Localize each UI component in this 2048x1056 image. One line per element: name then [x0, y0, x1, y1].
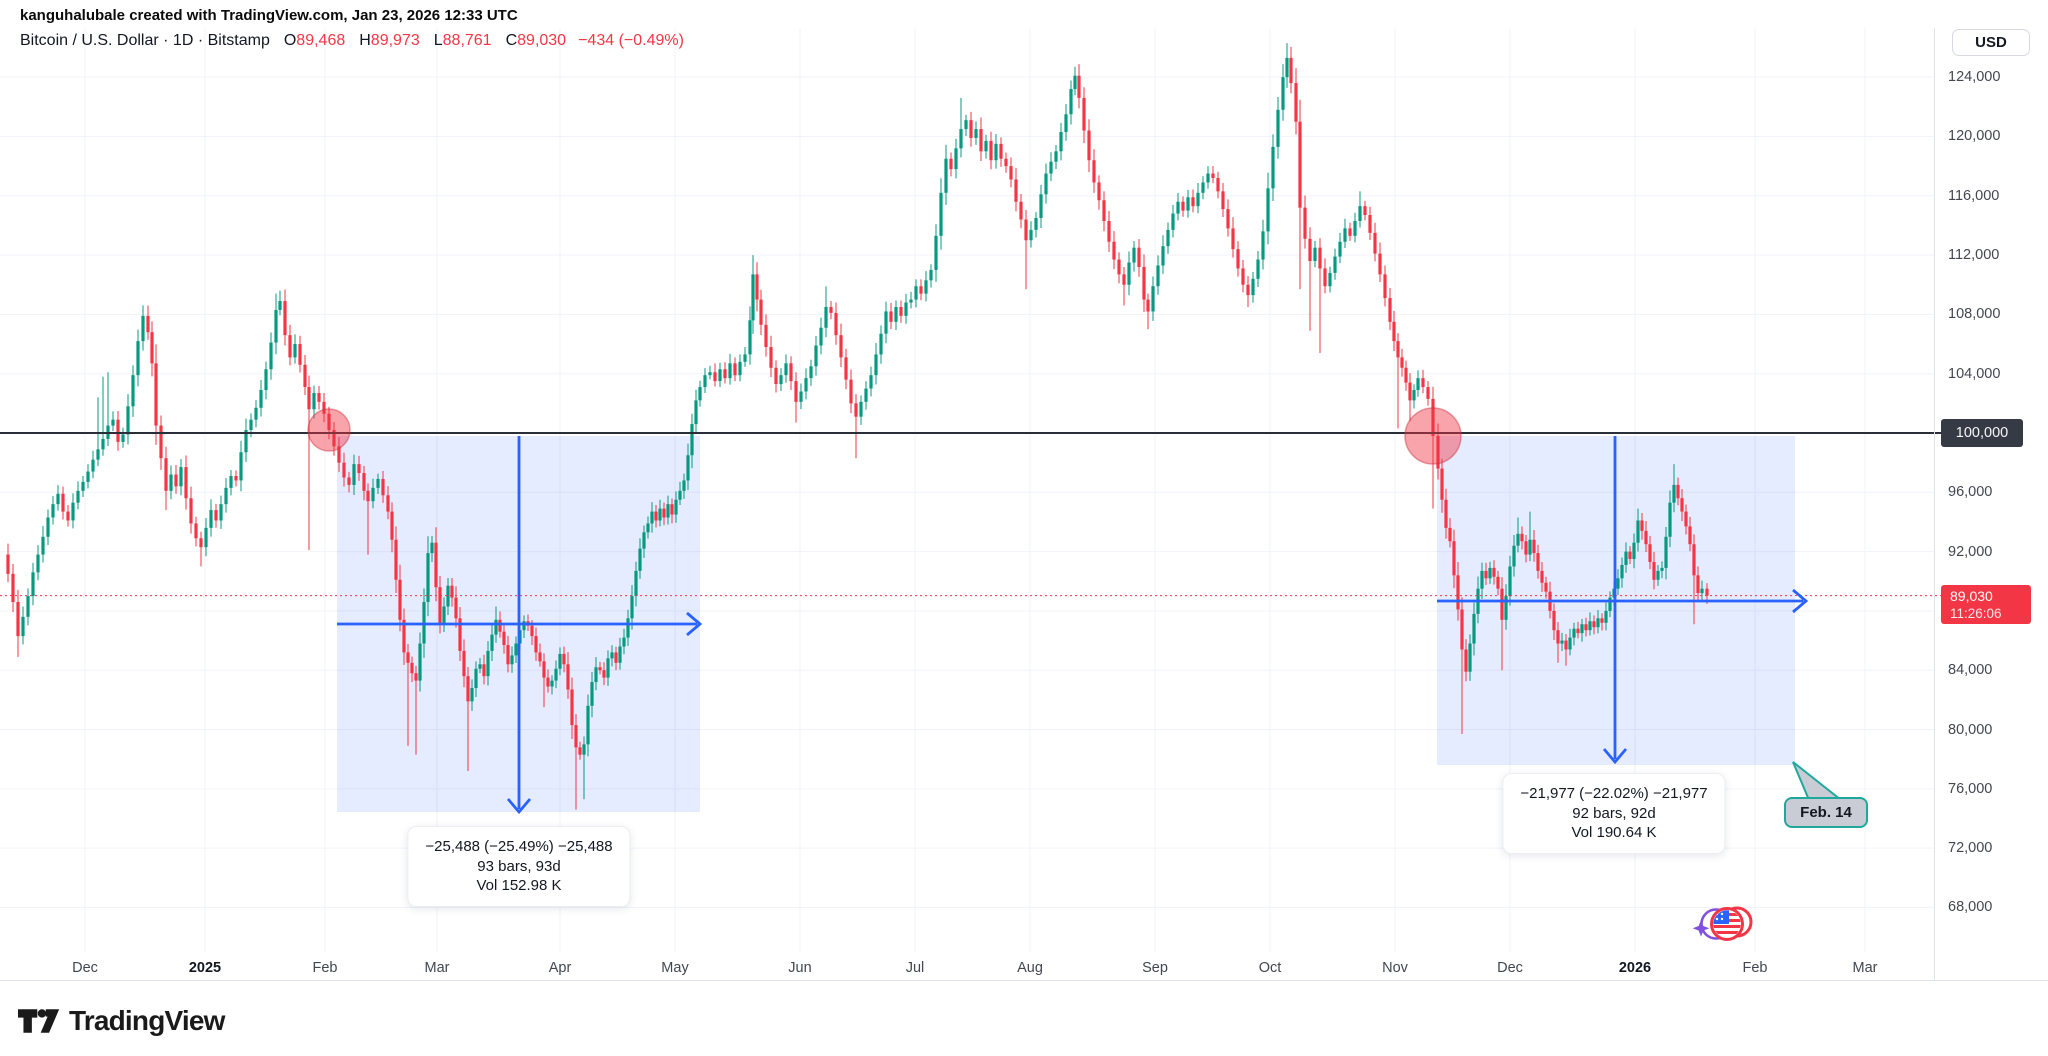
change-value: −434 (−0.49%) — [578, 32, 684, 49]
symbol-title[interactable]: Bitcoin / U.S. Dollar · 1D · Bitstamp — [20, 32, 270, 49]
ohlc-close-value: 89,030 — [517, 32, 567, 49]
time-tick-label: Apr — [548, 960, 572, 976]
time-tick-label: 2025 — [188, 960, 222, 976]
chart-canvas[interactable] — [0, 0, 2048, 981]
measure-label-line: 93 bars, 93d — [477, 857, 561, 875]
ohlc-high-label: H — [359, 32, 371, 49]
measure-label-line: Vol 152.98 K — [476, 877, 562, 894]
ohlc-open-label: O — [283, 32, 297, 49]
callout-tail — [1792, 761, 1844, 801]
measure-label-line: 92 bars, 92d — [1572, 804, 1656, 822]
time-tick-label: Mar — [424, 960, 450, 976]
time-tick-label: Sep — [1142, 960, 1168, 976]
time-tick-label: Oct — [1258, 960, 1282, 976]
level-line-axis-badge: 100,000 — [1941, 419, 2023, 447]
time-tick-label: Jun — [788, 960, 812, 976]
ohlc-low-value: 88,761 — [442, 32, 492, 49]
price-tick-label: 108,000 — [1948, 306, 2001, 323]
last-price-badge: 89,030 11:26:06 — [1941, 585, 2031, 624]
candlestick-series — [6, 43, 1709, 810]
price-tick-label: 96,000 — [1948, 484, 1993, 501]
time-tick-label: May — [661, 960, 689, 976]
brand-footer[interactable]: TradingView — [18, 1004, 225, 1038]
price-tick-label: 116,000 — [1948, 187, 2000, 204]
measure-label-line: Vol 190.64 K — [1571, 824, 1657, 841]
last-price-value: 89,030 — [1950, 588, 1993, 604]
measure-label-line: −25,488 (−25.49%) −25,488 — [425, 838, 613, 855]
price-tick-label: 112,000 — [1948, 247, 2000, 264]
tradingview-logo-icon — [18, 1009, 60, 1033]
time-axis-separator — [0, 980, 2048, 981]
time-tick-label: Aug — [1017, 960, 1043, 976]
time-tick-label: Nov — [1382, 960, 1408, 976]
time-tick-label: Jul — [905, 960, 925, 976]
symbol-legend[interactable]: Bitcoin / U.S. Dollar · 1D · Bitstamp O89… — [20, 32, 684, 50]
price-tick-label: 120,000 — [1948, 128, 2001, 145]
brand-name: TradingView — [69, 1005, 225, 1036]
byline: kanguhalubale created with TradingView.c… — [20, 7, 518, 24]
time-tick-label: Dec — [1497, 960, 1523, 976]
price-axis-separator — [1934, 28, 1935, 980]
price-tick-label: 124,000 — [1948, 69, 2001, 86]
price-tick-label: 84,000 — [1948, 662, 1993, 679]
price-tick-label: 80,000 — [1948, 721, 1993, 738]
measure-arrows[interactable] — [1437, 436, 1809, 765]
time-tick-label: Feb — [1742, 960, 1768, 976]
price-tick-label: 72,000 — [1948, 840, 1993, 857]
grid — [0, 28, 1935, 952]
ohlc-high-value: 89,973 — [370, 32, 420, 49]
price-tick-label: 104,000 — [1948, 365, 2001, 382]
event-stamp-icon — [1692, 906, 1753, 941]
time-tick-label: Feb — [312, 960, 338, 976]
ohlc-close-label: C — [505, 32, 518, 49]
bar-countdown: 11:26:06 — [1950, 606, 2002, 621]
measure-label-line: −21,977 (−22.02%) −21,977 — [1520, 785, 1708, 802]
measure-arrows[interactable] — [337, 436, 703, 815]
price-tick-label: 68,000 — [1948, 899, 1993, 916]
time-tick-label: Dec — [72, 960, 98, 976]
ohlc-open-value: 89,468 — [296, 32, 346, 49]
highlight-circle[interactable] — [1404, 407, 1462, 465]
price-tick-label: 76,000 — [1948, 780, 1993, 797]
time-tick-label: 2026 — [1618, 960, 1652, 976]
price-tick-label: 92,000 — [1948, 543, 1993, 560]
highlight-circle[interactable] — [307, 408, 351, 452]
currency-toggle-button[interactable]: USD — [1952, 29, 2030, 56]
ohlc-low-label: L — [433, 32, 443, 49]
date-callout[interactable]: Feb. 14 — [1784, 797, 1868, 828]
measure-label: −21,977 (−22.02%) −21,977 92 bars, 92d Vol… — [1502, 773, 1726, 854]
measure-label: −25,488 (−25.49%) −25,488 93 bars, 93d Vol… — [407, 826, 631, 907]
time-tick-label: Mar — [1852, 960, 1878, 976]
